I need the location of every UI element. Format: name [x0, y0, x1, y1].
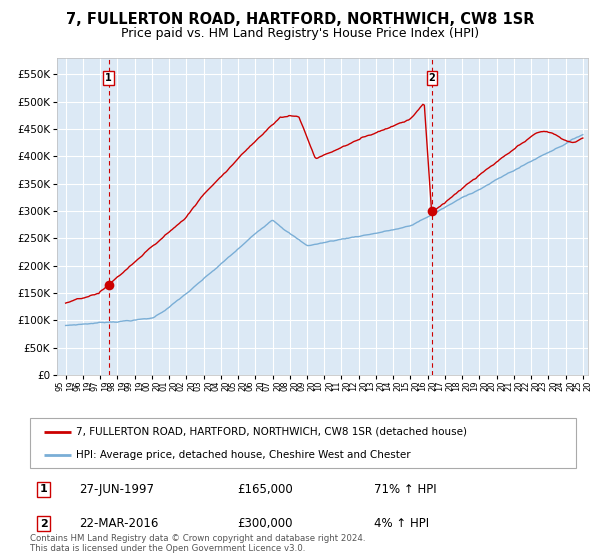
Text: 7, FULLERTON ROAD, HARTFORD, NORTHWICH, CW8 1SR: 7, FULLERTON ROAD, HARTFORD, NORTHWICH, …	[66, 12, 534, 27]
Text: 27-JUN-1997: 27-JUN-1997	[79, 483, 154, 496]
Text: 2: 2	[428, 73, 435, 83]
Text: 2: 2	[40, 519, 47, 529]
Text: 22-MAR-2016: 22-MAR-2016	[79, 517, 158, 530]
Text: 1: 1	[40, 484, 47, 494]
Text: Contains HM Land Registry data © Crown copyright and database right 2024.
This d: Contains HM Land Registry data © Crown c…	[30, 534, 365, 553]
Text: 4% ↑ HPI: 4% ↑ HPI	[374, 517, 429, 530]
FancyBboxPatch shape	[30, 418, 576, 468]
Text: £300,000: £300,000	[238, 517, 293, 530]
Text: Price paid vs. HM Land Registry's House Price Index (HPI): Price paid vs. HM Land Registry's House …	[121, 27, 479, 40]
Text: £165,000: £165,000	[238, 483, 293, 496]
Text: 7, FULLERTON ROAD, HARTFORD, NORTHWICH, CW8 1SR (detached house): 7, FULLERTON ROAD, HARTFORD, NORTHWICH, …	[76, 427, 467, 436]
Text: 1: 1	[105, 73, 112, 83]
Text: HPI: Average price, detached house, Cheshire West and Chester: HPI: Average price, detached house, Ches…	[76, 450, 411, 460]
Text: 71% ↑ HPI: 71% ↑ HPI	[374, 483, 437, 496]
